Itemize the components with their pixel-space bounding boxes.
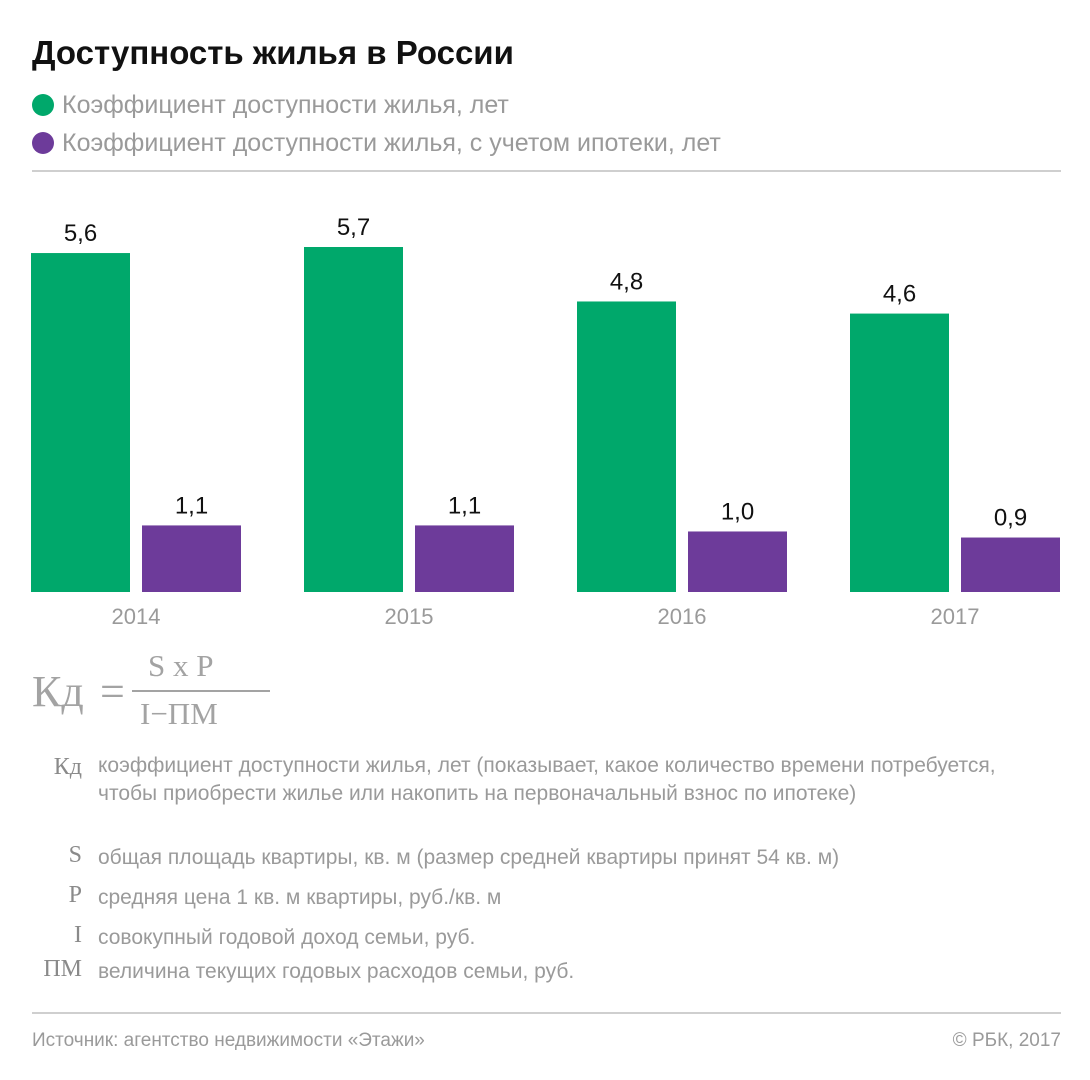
formula-equals: =: [100, 667, 125, 716]
definition-text: совокупный годовой доход семьи, руб.: [98, 926, 476, 949]
chart-title: Доступность жилья в России: [32, 34, 514, 71]
bar-purple-2014: [142, 525, 241, 592]
definition-i: I совокупный годовой доход семьи, руб.: [30, 922, 1060, 958]
x-tick-label-2015: 2015: [385, 604, 434, 629]
definition-p: P средняя цена 1 кв. м квартиры, руб./кв…: [30, 882, 1060, 924]
definition-text: величина текущих годовых расходов семьи,…: [98, 960, 575, 983]
copyright-note: © РБК, 2017: [952, 1030, 1061, 1051]
bar-green-2015: [304, 247, 403, 592]
data-label-green-2016: 4,8: [610, 268, 643, 295]
definition-s: S общая площадь квартиры, кв. м (размер …: [30, 842, 1060, 884]
data-label-purple-2017: 0,9: [994, 505, 1027, 532]
legend: Коэффициент доступности жилья, лет Коэфф…: [32, 86, 721, 162]
definition-kd: Кд коэффициент доступности жилья, лет (п…: [30, 752, 1060, 844]
data-label-purple-2016: 1,0: [721, 498, 754, 525]
bar-purple-2015: [415, 525, 514, 592]
bar-green-2017: [850, 313, 949, 592]
formula-fraction-bar: [132, 690, 270, 692]
legend-label-purple: Коэффициент доступности жилья, с учетом …: [62, 128, 721, 157]
legend-swatch-green: [32, 94, 54, 116]
data-label-green-2014: 5,6: [64, 220, 97, 247]
definition-symbol: I: [74, 922, 82, 948]
definition-symbol: Кд: [53, 754, 82, 780]
legend-label-green: Коэффициент доступности жилья, лет: [62, 90, 509, 119]
data-label-green-2017: 4,6: [883, 281, 916, 308]
data-label-purple-2015: 1,1: [448, 492, 481, 519]
formula-numerator: S x P: [148, 648, 214, 683]
definition-text: коэффициент доступности жилья, лет (пока…: [98, 754, 996, 805]
x-tick-label-2014: 2014: [112, 604, 161, 629]
data-label-purple-2014: 1,1: [175, 492, 208, 519]
bar-purple-2017: [961, 537, 1060, 592]
top-divider: [32, 170, 1061, 172]
x-tick-label-2017: 2017: [931, 604, 980, 629]
bar-green-2014: [31, 253, 130, 593]
bar-green-2016: [577, 301, 676, 592]
legend-item-purple: Коэффициент доступности жилья, с учетом …: [32, 124, 721, 162]
legend-swatch-purple: [32, 132, 54, 154]
definition-symbol: S: [68, 842, 82, 868]
data-label-green-2015: 5,7: [337, 214, 370, 241]
definition-symbol: P: [68, 882, 82, 908]
definitions-list: Кд коэффициент доступности жилья, лет (п…: [30, 752, 1060, 992]
bar-purple-2016: [688, 531, 787, 592]
definition-text: средняя цена 1 кв. м квартиры, руб./кв. …: [98, 886, 502, 909]
bar-chart: 5,6 1,1 2014 5,7 1,1 2015 4,8 1,0 2016 4,6 0,9 2017: [31, 214, 1060, 629]
x-tick-label-2016: 2016: [658, 604, 707, 629]
bottom-divider: [32, 1012, 1061, 1014]
formula-lhs: Кд: [32, 667, 84, 716]
formula: Кд = S x P I−ПМ: [30, 648, 270, 738]
definition-text: общая площадь квартиры, кв. м (размер ср…: [98, 846, 840, 869]
formula-denominator: I−ПМ: [140, 696, 218, 731]
legend-item-green: Коэффициент доступности жилья, лет: [32, 86, 721, 124]
source-note: Источник: агентство недвижимости «Этажи»: [32, 1030, 425, 1051]
definition-symbol: ПМ: [43, 956, 82, 982]
definition-pm: ПМ величина текущих годовых расходов сем…: [30, 956, 1060, 992]
